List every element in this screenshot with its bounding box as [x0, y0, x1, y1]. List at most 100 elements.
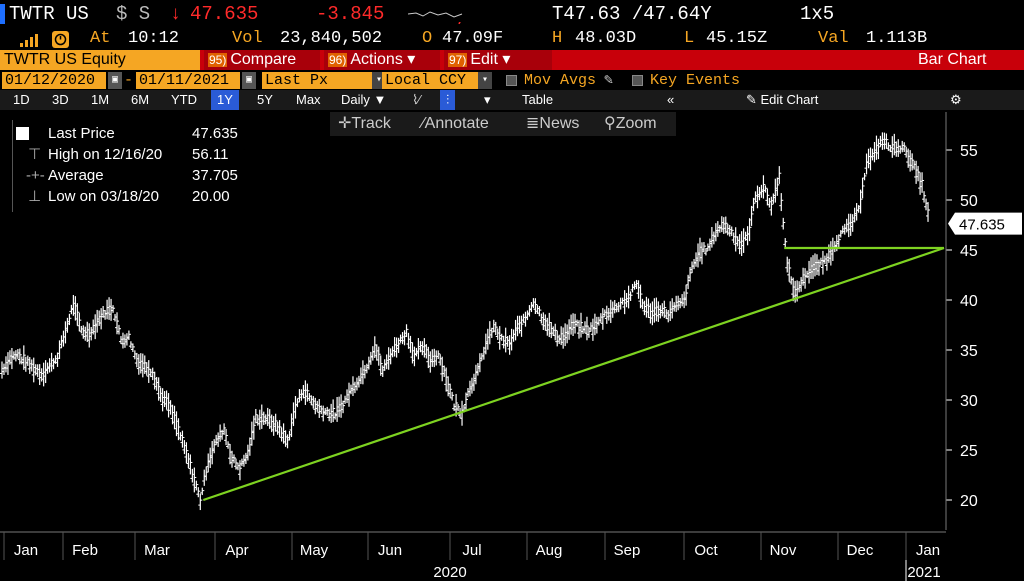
bid-ask-size: 1x5: [800, 3, 835, 25]
ohlc-bar: [701, 242, 706, 253]
period-1m[interactable]: 1M: [91, 92, 110, 107]
bid-ask: T47.63 /47.64Y: [552, 3, 712, 25]
zoom-button[interactable]: ⚲ Zoom: [604, 112, 657, 136]
period-max[interactable]: Max: [296, 92, 321, 107]
ohlc-bar: [253, 408, 258, 424]
ohlc-bar: [816, 259, 821, 276]
frequency-select[interactable]: Daily ▼: [341, 92, 387, 107]
volume: 23,840,502: [280, 29, 383, 48]
edit-num: 97): [448, 53, 468, 67]
ohlc-bar: [222, 423, 227, 435]
y-tick-label: 50: [960, 193, 978, 210]
traded-value: 1.113B: [866, 29, 928, 48]
ohlc-bar: [777, 166, 782, 184]
start-date-field[interactable]: 01/12/2020: [2, 72, 106, 89]
period-3d[interactable]: 3D: [52, 92, 69, 107]
period-1d[interactable]: 1D: [13, 92, 30, 107]
bar-chart-icon[interactable]: ⫶: [440, 90, 456, 110]
chart-type-dropdown-icon[interactable]: ▾: [484, 92, 491, 107]
end-date-field[interactable]: 01/11/2021: [136, 72, 240, 89]
annotate-button[interactable]: ⁄ Annotate: [422, 112, 489, 136]
field-select[interactable]: Last Px: [262, 72, 372, 89]
x-tick-label: Dec: [847, 542, 874, 559]
y-tick-label: 20: [960, 493, 978, 510]
actions-label: Actions ▾: [350, 51, 416, 68]
y-axis: 20 25 30 35 40 45 50 55 47.635: [945, 112, 1022, 530]
svg-text:,: ,: [456, 13, 464, 24]
gear-icon[interactable]: ⚙: [950, 92, 962, 107]
open-label: O: [422, 29, 433, 48]
ohlc-bar: [781, 217, 786, 230]
compare-label: Compare: [230, 51, 297, 68]
security-marker: [0, 4, 5, 24]
calendar-icon[interactable]: ▣: [108, 72, 122, 89]
ohlc-bar: [763, 185, 768, 193]
zoom-label: Zoom: [615, 115, 657, 132]
ohlc-bar: [477, 353, 482, 373]
ohlc-bar: [251, 415, 256, 440]
compare-button[interactable]: 95) Compare: [204, 50, 320, 70]
ohlc-bar: [464, 392, 468, 410]
price-chart[interactable]: 20 25 30 35 40 45 50 55 47.635 Jan Feb Mar Apr May Ju…: [0, 110, 1024, 581]
sparkline-icon: ,: [408, 11, 464, 24]
low-label: L: [684, 29, 695, 48]
time: 10:12: [128, 29, 180, 48]
last-price-swatch: [16, 127, 29, 140]
ticker[interactable]: TWTR US: [9, 3, 89, 25]
edit-chart-button[interactable]: ✎ Edit Chart: [746, 92, 819, 107]
trendlines: [202, 246, 945, 502]
calendar-icon[interactable]: ▣: [242, 72, 256, 89]
key-events-checkbox[interactable]: [632, 75, 643, 86]
quote-header: TWTR US $ S ↓ 47.635 -3.845 , T47.63 /47…: [0, 0, 1024, 28]
year-label: 2021: [907, 564, 940, 581]
news-button[interactable]: ≣ News: [526, 112, 579, 136]
ohlc-bar: [902, 142, 907, 152]
ohlc-bar: [341, 400, 346, 414]
pencil-icon[interactable]: ✎: [604, 72, 614, 89]
x-tick-label: Mar: [144, 542, 170, 559]
ohlc-bar: [579, 312, 584, 338]
y-tick-label: 30: [960, 393, 978, 410]
currency-select[interactable]: Local CCY: [382, 72, 478, 89]
ohlc-bar: [67, 313, 72, 326]
ohlc-bar: [662, 300, 667, 318]
rising-trendline: [202, 246, 945, 502]
ohlc-bar: [184, 442, 189, 464]
ohlc-bar: [224, 428, 229, 446]
track-button[interactable]: ✛ Track: [338, 112, 391, 136]
ohlc-bar: [493, 321, 498, 336]
ohlc-bar: [115, 312, 120, 335]
ohlc-bar: [910, 153, 915, 171]
line-chart-icon[interactable]: ⌇⁄: [412, 92, 421, 107]
ohlc-bar: [448, 383, 453, 398]
ohlc-bar: [75, 303, 80, 326]
x-tick-label: Jun: [378, 542, 402, 559]
period-6m[interactable]: 6M: [131, 92, 150, 107]
period-5y[interactable]: 5Y: [257, 92, 273, 107]
security-field[interactable]: TWTR US Equity: [0, 50, 200, 70]
ohlc-bar: [232, 454, 236, 464]
low-marker-icon: ⊥: [28, 188, 42, 205]
mov-avgs-checkbox[interactable]: [506, 75, 517, 86]
ohlc-bar: [926, 202, 931, 222]
collapse-icon[interactable]: «: [667, 92, 675, 107]
function-bar: TWTR US Equity 95) Compare 96) Actions ▾ 9…: [0, 50, 1024, 70]
high-marker-icon: ⊤: [28, 146, 42, 163]
track-label: Track: [351, 115, 391, 132]
edit-button[interactable]: 97) Edit ▾: [444, 50, 552, 70]
y-tick-label: 35: [960, 343, 978, 360]
currency-dropdown-icon[interactable]: ▾: [478, 72, 492, 89]
ohlc-bar: [198, 493, 203, 511]
average-marker-icon: -+-: [26, 167, 45, 184]
ohlc-bar: [537, 306, 542, 317]
ohlc-bar: [331, 399, 336, 423]
table-button[interactable]: Table: [522, 92, 554, 107]
period-1y[interactable]: 1Y: [211, 90, 239, 110]
actions-button[interactable]: 96) Actions ▾: [324, 50, 440, 70]
ohlc-bar: [876, 138, 881, 160]
signal-bars-icon: [20, 31, 69, 48]
ohlc-bar: [277, 420, 282, 438]
period-ytd[interactable]: YTD: [171, 92, 197, 107]
last-price-flag: [948, 212, 1022, 235]
down-arrow-icon: ↓: [170, 3, 182, 25]
